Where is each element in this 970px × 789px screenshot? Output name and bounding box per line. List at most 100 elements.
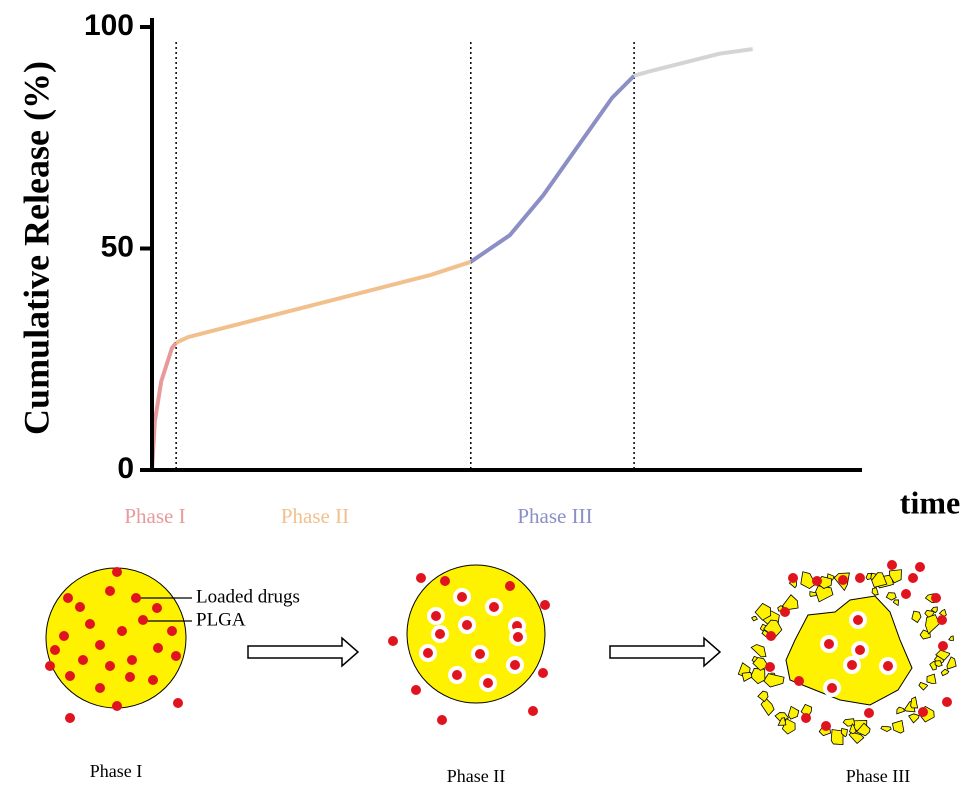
drug <box>95 683 105 693</box>
drug <box>105 661 115 671</box>
drug <box>824 639 834 649</box>
drug <box>440 576 450 586</box>
fragment <box>909 714 920 723</box>
drug <box>853 615 863 625</box>
drug <box>437 715 447 725</box>
diagram: Loaded drugs PLGA Phase I Phase II Phase… <box>45 560 956 786</box>
drug <box>847 660 857 670</box>
fragment <box>893 600 898 606</box>
drug <box>435 629 445 639</box>
phase-label: Phase III <box>517 504 592 528</box>
drug <box>452 670 462 680</box>
drug <box>513 632 523 642</box>
drug <box>780 607 790 617</box>
drug <box>171 651 181 661</box>
drug <box>475 649 485 659</box>
drug <box>915 562 925 572</box>
drug <box>173 698 183 708</box>
drug <box>908 573 918 583</box>
fragment <box>912 611 921 622</box>
drug <box>105 586 115 596</box>
drug <box>883 661 893 671</box>
drug <box>538 668 548 678</box>
stage-label: Phase III <box>846 766 910 786</box>
fragment <box>919 682 928 690</box>
drug <box>838 575 848 585</box>
fragment <box>941 669 949 675</box>
drug <box>50 645 60 655</box>
annotation: PLGA <box>196 609 246 630</box>
drug <box>112 567 122 577</box>
fragment <box>927 674 936 683</box>
drug <box>918 707 928 717</box>
drug <box>938 641 948 651</box>
stage-label: Phase II <box>447 766 505 786</box>
fragment <box>742 672 752 681</box>
series-line <box>176 262 471 343</box>
drug <box>827 683 837 693</box>
drug <box>65 713 75 723</box>
y-tick-label: 100 <box>84 9 134 42</box>
x-axis-label: time <box>900 484 960 520</box>
drug <box>431 611 441 621</box>
fragment <box>872 588 878 595</box>
drug <box>855 645 865 655</box>
fragment <box>751 668 765 683</box>
drug <box>167 626 177 636</box>
fragment <box>911 697 918 708</box>
fragment <box>881 726 891 731</box>
drug <box>505 581 515 591</box>
fragment <box>947 657 956 669</box>
drug <box>887 560 897 570</box>
drug <box>63 593 73 603</box>
degraded-matrix <box>786 596 912 705</box>
drug <box>483 678 493 688</box>
fragment <box>926 615 940 634</box>
drug <box>812 576 822 586</box>
drug <box>85 619 95 629</box>
fragment <box>788 706 799 719</box>
drug <box>766 631 776 641</box>
drug <box>112 701 122 711</box>
drug <box>125 672 135 682</box>
drug <box>131 593 141 603</box>
drug <box>148 675 158 685</box>
drug <box>75 602 85 612</box>
y-tick-label: 50 <box>101 230 134 263</box>
drug <box>152 603 162 613</box>
drug <box>59 631 69 641</box>
drug <box>801 713 811 723</box>
annotation: Loaded drugs <box>196 586 300 607</box>
drug <box>794 676 804 686</box>
drug <box>765 662 775 672</box>
drug <box>457 592 467 602</box>
drug <box>411 685 421 695</box>
drug <box>138 615 148 625</box>
drug <box>864 708 874 718</box>
series-line <box>471 76 634 262</box>
drug <box>153 643 163 653</box>
fragment <box>752 616 758 620</box>
drug <box>937 615 947 625</box>
series-line <box>634 49 753 76</box>
drug <box>423 648 433 658</box>
phase-label: Phase II <box>281 504 349 528</box>
fragment <box>866 573 871 579</box>
drug <box>489 602 499 612</box>
drug <box>510 660 520 670</box>
y-axis-label: Cumulative Release (%) <box>16 61 56 435</box>
drug <box>540 600 550 610</box>
phase-label: Phase I <box>124 504 185 528</box>
drug <box>95 640 105 650</box>
y-tick-label: 0 <box>117 452 134 485</box>
fragment <box>949 636 954 641</box>
series-line <box>152 343 176 470</box>
fragment <box>751 645 766 657</box>
fragment <box>892 721 903 734</box>
fragment <box>897 707 905 714</box>
drug <box>942 697 952 707</box>
arrow <box>610 638 720 666</box>
drug <box>821 721 831 731</box>
drug <box>127 655 137 665</box>
drug <box>45 661 55 671</box>
